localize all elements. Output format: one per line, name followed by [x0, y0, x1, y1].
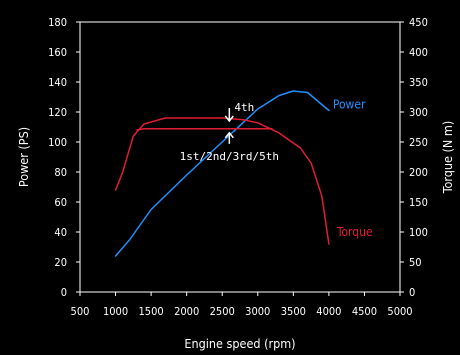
y-right-tick-label: 200: [409, 166, 428, 179]
y-right-tick-label: 0: [409, 286, 415, 299]
x-tick-label: 3500: [281, 305, 306, 318]
annotation-arrowhead: [224, 115, 234, 123]
chart-labels: Engine speed (rpm) Power (PS) Torque (N m)…: [16, 98, 455, 352]
y-right-tick-label: 250: [409, 136, 428, 149]
y-right-tick-label: 450: [409, 16, 428, 29]
x-tick-label: 1000: [103, 305, 128, 318]
x-tick-label: 4000: [316, 305, 341, 318]
y-left-tick-label: 80: [54, 166, 67, 179]
y-left-axis-title: Power (PS): [16, 127, 31, 187]
y-right-tick-label: 100: [409, 226, 428, 239]
series-line-power: [114, 90, 330, 257]
y-left-tick-label: 40: [54, 226, 67, 239]
x-tick-label: 2000: [174, 305, 199, 318]
x-tick-label: 4500: [352, 305, 377, 318]
y-left-tick-label: 180: [48, 16, 67, 29]
y-right-tick-label: 150: [409, 196, 428, 209]
annotation-arrowhead: [224, 131, 234, 139]
annotation-label: 1st/2nd/3rd/5th: [180, 150, 279, 163]
x-tick-label: 1500: [139, 305, 164, 318]
annotation-label: 4th: [234, 101, 254, 114]
series-line-torque: [114, 117, 330, 245]
series-line-1st-2nd-3rd-5th: [136, 128, 273, 131]
y-right-axis-title: Torque (N m): [440, 121, 455, 195]
series-lines: [114, 90, 330, 257]
x-tick-label: 500: [71, 305, 90, 318]
x-tick-label: 5000: [387, 305, 412, 318]
y-right-tick-label: 50: [409, 256, 422, 269]
axes: 500 1000 1500 2000 2500 3000 3500 4000 4500 50000…: [48, 16, 428, 318]
y-left-tick-label: 20: [54, 256, 67, 269]
y-left-tick-label: 140: [48, 76, 67, 89]
y-right-tick-label: 400: [409, 46, 428, 59]
x-tick-label: 3000: [245, 305, 270, 318]
x-tick-label: 2500: [210, 305, 235, 318]
y-left-tick-label: 100: [48, 136, 67, 149]
x-axis-title: Engine speed (rpm): [184, 336, 295, 351]
y-right-tick-label: 350: [409, 76, 428, 89]
power-series-label: Power: [333, 98, 366, 112]
plot-frame: [79, 21, 401, 293]
torque-series-label: Torque: [336, 225, 373, 239]
y-left-tick-label: 60: [54, 196, 67, 209]
y-left-tick-label: 120: [48, 106, 67, 119]
y-left-tick-label: 0: [61, 286, 67, 299]
y-right-tick-label: 300: [409, 106, 428, 119]
y-left-tick-label: 160: [48, 46, 67, 59]
